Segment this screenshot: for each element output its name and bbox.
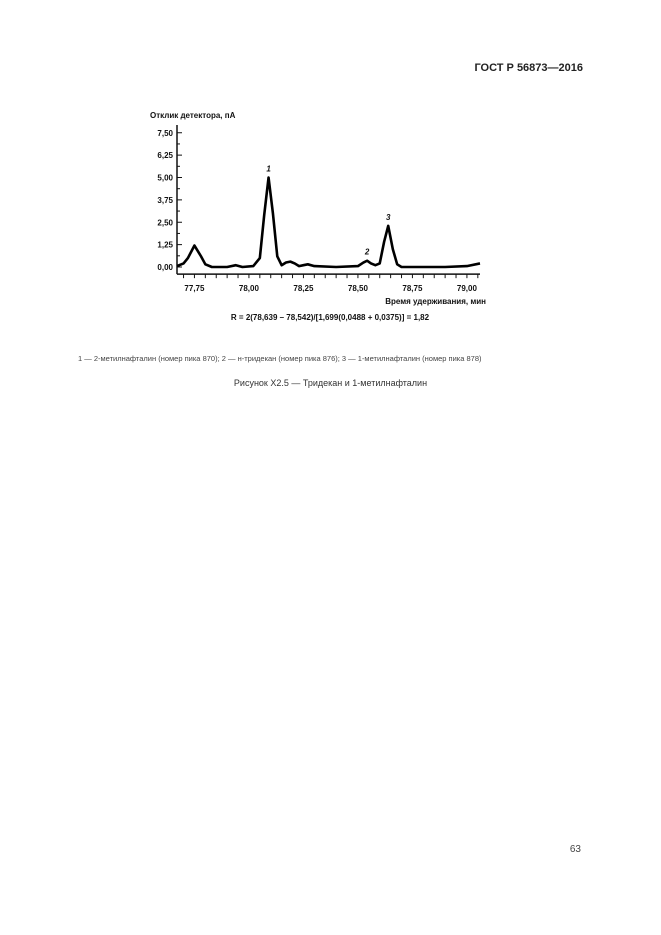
- y-tick-label: 2,50: [157, 218, 173, 227]
- chromatogram-chart: Отклик детектора, пА Время удерживания, …: [150, 111, 486, 322]
- x-tick-label: 78,75: [402, 284, 423, 293]
- y-axis-label: Отклик детектора, пА: [150, 111, 236, 120]
- y-tick-label: 3,75: [157, 196, 173, 205]
- x-tick-label: 78,50: [348, 284, 369, 293]
- chromatogram-trace: [176, 176, 481, 269]
- x-axis-label: Время удерживания, мин: [385, 297, 486, 306]
- y-tick-label: 6,25: [157, 151, 173, 160]
- resolution-formula: R = 2(78,639 – 78,542)/[1,699(0,0488 + 0…: [231, 313, 430, 322]
- x-tick-label: 79,00: [457, 284, 478, 293]
- peak-label-2: 2: [364, 248, 370, 257]
- y-tick-label: 1,25: [157, 241, 173, 250]
- standard-header: ГОСТ Р 56873—2016: [474, 62, 583, 74]
- x-tick-label: 77,75: [184, 284, 205, 293]
- peak-legend: 1 — 2-метилнафталин (номер пика 870); 2 …: [78, 354, 482, 363]
- peak-label-3: 3: [386, 213, 391, 222]
- y-tick-label: 5,00: [157, 174, 173, 183]
- y-tick-label: 7,50: [157, 129, 173, 138]
- x-tick-label: 78,00: [239, 284, 260, 293]
- y-tick-label: 0,00: [157, 263, 173, 272]
- page-number: 63: [569, 844, 581, 855]
- figure-caption: Рисунок Х2.5 — Тридекан и 1-метилнафтали…: [233, 378, 428, 388]
- peak-label-1: 1: [266, 165, 271, 174]
- x-tick-label: 78,25: [293, 284, 314, 293]
